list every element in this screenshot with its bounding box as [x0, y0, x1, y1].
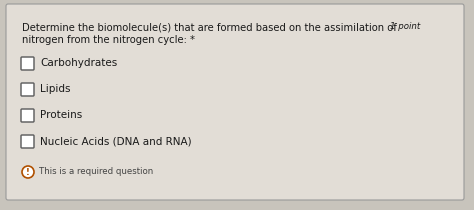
Circle shape	[22, 166, 34, 178]
Text: This is a required question: This is a required question	[39, 168, 153, 176]
Text: !: !	[26, 168, 30, 177]
FancyBboxPatch shape	[21, 57, 34, 70]
FancyBboxPatch shape	[21, 109, 34, 122]
Text: Determine the biomolecule(s) that are formed based on the assimilation of: Determine the biomolecule(s) that are fo…	[22, 22, 397, 32]
Text: nitrogen from the nitrogen cycle: *: nitrogen from the nitrogen cycle: *	[22, 35, 195, 45]
Text: Nucleic Acids (DNA and RNA): Nucleic Acids (DNA and RNA)	[40, 136, 191, 147]
Text: Lipids: Lipids	[40, 84, 71, 94]
FancyBboxPatch shape	[21, 135, 34, 148]
Text: Proteins: Proteins	[40, 110, 82, 121]
Text: 1 point: 1 point	[390, 22, 420, 31]
FancyBboxPatch shape	[21, 83, 34, 96]
FancyBboxPatch shape	[6, 4, 464, 200]
Text: Carbohydrates: Carbohydrates	[40, 59, 117, 68]
